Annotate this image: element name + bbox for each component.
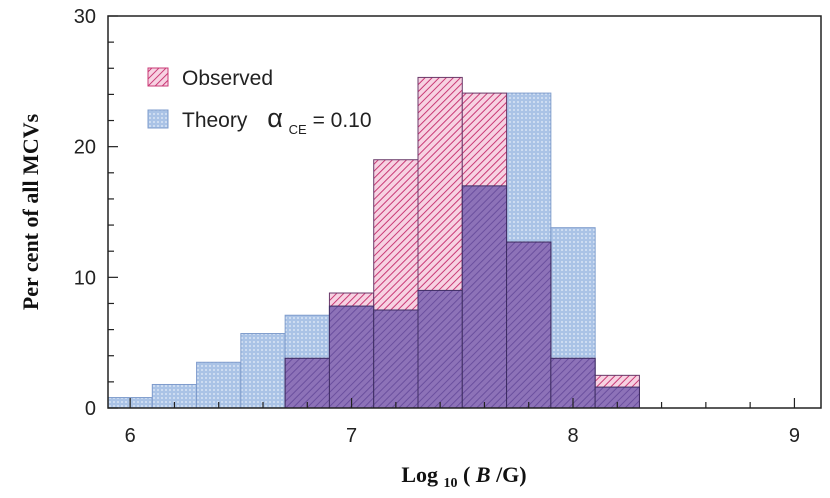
x-axis-title-log: Log bbox=[401, 462, 438, 487]
legend-theory-name: Theory bbox=[182, 109, 248, 132]
legend-alpha-symbol: α bbox=[267, 103, 283, 133]
overlap-bar-1 bbox=[328, 305, 375, 409]
theory-bar-2 bbox=[196, 361, 242, 409]
y-tick-label: 0 bbox=[85, 398, 96, 420]
x-axis-title: Log 10 ( B /G) bbox=[401, 462, 526, 492]
x-axis-title-open: ( bbox=[463, 462, 470, 487]
x-axis-title-subscript: 10 bbox=[444, 476, 458, 491]
x-axis-ticks: 6 7 8 9 bbox=[125, 398, 800, 447]
overlap-bar-0 bbox=[284, 357, 330, 409]
overlap-bar-5 bbox=[506, 241, 552, 409]
x-tick-label: 7 bbox=[346, 425, 357, 447]
legend-alpha-value: = 0.10 bbox=[313, 109, 372, 132]
legend-label-theory: Theory α CE = 0.10 bbox=[182, 103, 372, 139]
legend-alpha-subscript: CE bbox=[289, 122, 307, 137]
legend-swatch-theory bbox=[147, 109, 169, 129]
overlap-bar-2 bbox=[373, 309, 419, 409]
x-tick-label: 9 bbox=[789, 425, 800, 447]
overlap-bar-4 bbox=[461, 185, 508, 409]
y-axis-title: Per cent of all MCVs bbox=[18, 113, 43, 310]
overlap-bar-3 bbox=[417, 289, 463, 409]
x-axis-title-unit: /G) bbox=[495, 462, 527, 487]
y-tick-label: 20 bbox=[74, 137, 96, 159]
y-axis-ticks: 0 10 20 30 bbox=[74, 6, 118, 420]
x-tick-label: 8 bbox=[567, 425, 578, 447]
theory-bar-3 bbox=[240, 333, 286, 409]
overlap-bars bbox=[284, 185, 640, 409]
plot-frame bbox=[107, 15, 822, 409]
x-axis-title-variable: B bbox=[475, 462, 491, 487]
legend: Observed Theory α CE = 0.10 bbox=[147, 67, 372, 139]
y-tick-label: 10 bbox=[74, 267, 96, 289]
legend-swatch-observed bbox=[147, 67, 169, 87]
legend-label-observed: Observed bbox=[182, 67, 273, 90]
x-tick-label: 6 bbox=[125, 425, 136, 447]
y-tick-label: 30 bbox=[74, 6, 96, 28]
